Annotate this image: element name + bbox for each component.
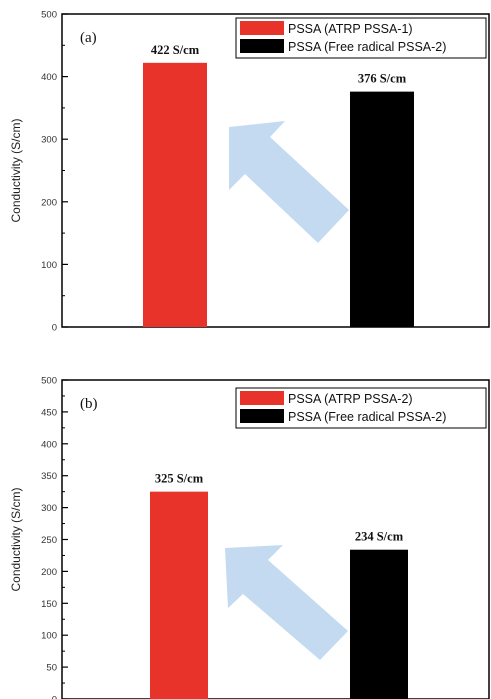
- legend-label: PSSA (Free radical PSSA-2): [288, 40, 446, 54]
- y-tick-label: 500: [41, 376, 57, 387]
- bar-1: [143, 62, 207, 327]
- y-tick-label: 250: [41, 535, 57, 546]
- y-axis-label: Conductivity (S/cm): [9, 118, 23, 222]
- y-tick-label: 350: [41, 471, 57, 482]
- bar-data-label: 422 S/cm: [151, 43, 200, 57]
- y-tick-label: 200: [41, 197, 57, 208]
- bar-2: [350, 91, 414, 328]
- legend-swatch: [240, 391, 284, 405]
- panel-label: (b): [80, 396, 98, 412]
- y-axis-label: Conductivity (S/cm): [9, 487, 23, 591]
- y-tick-label: 100: [41, 260, 57, 271]
- y-tick-label: 450: [41, 407, 57, 418]
- y-tick-label: 500: [41, 10, 57, 21]
- legend: PSSA (ATRP PSSA-2) PSSA (Free radical PSS…: [235, 387, 487, 429]
- bar-data-label: 325 S/cm: [155, 472, 204, 486]
- legend: PSSA (ATRP PSSA-1) PSSA (Free radical PSS…: [235, 17, 487, 59]
- legend-swatch: [240, 21, 284, 35]
- y-tick-label: 0: [52, 695, 57, 699]
- y-tick-label: 200: [41, 567, 57, 578]
- y-tick-label: 300: [41, 503, 57, 514]
- legend-label: PSSA (ATRP PSSA-2): [288, 392, 413, 406]
- y-tick-label: 50: [46, 663, 57, 674]
- y-tick-label: 150: [41, 599, 57, 610]
- legend-label: PSSA (Free radical PSSA-2): [288, 410, 446, 424]
- legend-swatch: [240, 409, 284, 423]
- direction-arrow-annotation: [229, 121, 349, 243]
- bar-data-label: 234 S/cm: [355, 530, 404, 544]
- y-tick-label: 400: [41, 439, 57, 450]
- legend-label: PSSA (ATRP PSSA-1): [288, 22, 413, 36]
- y-tick-label: 300: [41, 135, 57, 146]
- bar-2: [350, 549, 408, 699]
- direction-arrow-annotation: [225, 545, 348, 660]
- y-tick-label: 100: [41, 631, 57, 642]
- y-tick-label: 0: [52, 323, 57, 334]
- legend-swatch: [240, 39, 284, 53]
- bar-data-label: 376 S/cm: [358, 72, 407, 86]
- bar-1: [150, 491, 208, 699]
- chart-panel-1: 0 100 200 300 400 500 Conductivity (S/cm) (a) 42…: [9, 10, 490, 334]
- chart-panel-2: 0 50 100 150 200 250 300 350 400 450 500 Conductivi…: [9, 376, 490, 699]
- panel-label: (a): [80, 30, 97, 46]
- y-tick-label: 400: [41, 72, 57, 83]
